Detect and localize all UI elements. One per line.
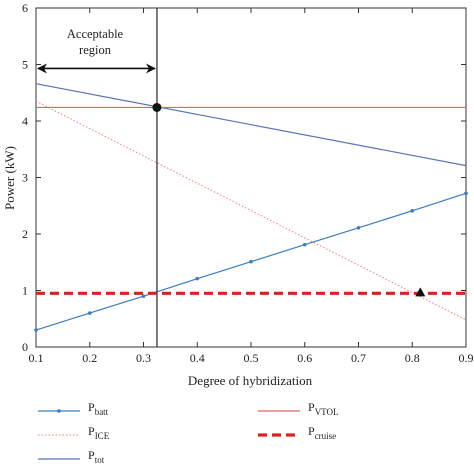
- x-tick-label: 0.4: [190, 351, 205, 365]
- y-tick-label: 4: [22, 114, 28, 128]
- series-point-p-batt: [249, 259, 253, 264]
- series-point-p-batt: [302, 242, 307, 247]
- x-axis-label: Degree of hybridization: [188, 373, 313, 388]
- legend-swatch-marker-p-batt: [57, 409, 61, 413]
- series-point-p-batt: [464, 191, 468, 196]
- x-tick-label: 0.2: [82, 351, 97, 365]
- series-point-p-batt: [141, 294, 146, 298]
- x-tick-label: 0.8: [405, 351, 420, 365]
- series-point-p-batt: [34, 328, 38, 332]
- y-tick-label: 0: [22, 340, 28, 354]
- series-point-p-batt: [195, 276, 200, 281]
- annotation-line-2: region: [79, 43, 112, 57]
- series-point-p-batt: [356, 225, 361, 230]
- x-tick-label: 0.3: [136, 351, 151, 365]
- y-tick-label: 5: [22, 58, 28, 72]
- annotation-line-1: Acceptable: [67, 27, 124, 41]
- series-line-p-ice: [35, 100, 467, 321]
- legend-label-p-ice: PICE: [88, 424, 110, 441]
- x-tick-label: 0.5: [244, 351, 259, 365]
- x-tick-label: 0.9: [459, 351, 474, 365]
- acceptable-region-annotation: Acceptable region: [37, 27, 156, 74]
- legend-label-p-vtol: PVTOL: [308, 400, 339, 417]
- y-tick-label: 2: [22, 227, 28, 241]
- legend-label-p-batt: Pbatt: [88, 400, 109, 417]
- intersection-point-marker: [152, 102, 162, 112]
- triangle-point-marker: [415, 287, 426, 297]
- y-tick-label: 6: [22, 1, 28, 15]
- legend-label-p-tot: Ptot: [88, 448, 105, 465]
- y-axis-label: Power (kW): [2, 146, 17, 210]
- y-tick-label: 3: [22, 171, 28, 185]
- series-point-p-batt: [410, 209, 415, 213]
- legend: Pbatt PICE Ptot PVTOL Pcruise: [38, 400, 339, 465]
- legend-label-p-cruise: Pcruise: [308, 424, 336, 441]
- x-tick-label: 0.6: [297, 351, 312, 365]
- series-line-p-tot: [35, 83, 467, 167]
- x-tick-label: 0.1: [29, 351, 44, 365]
- x-tick-label: 0.7: [351, 351, 366, 365]
- y-tick-label: 1: [22, 284, 28, 298]
- series-point-p-batt: [87, 311, 92, 315]
- plot-frame: [35, 7, 467, 348]
